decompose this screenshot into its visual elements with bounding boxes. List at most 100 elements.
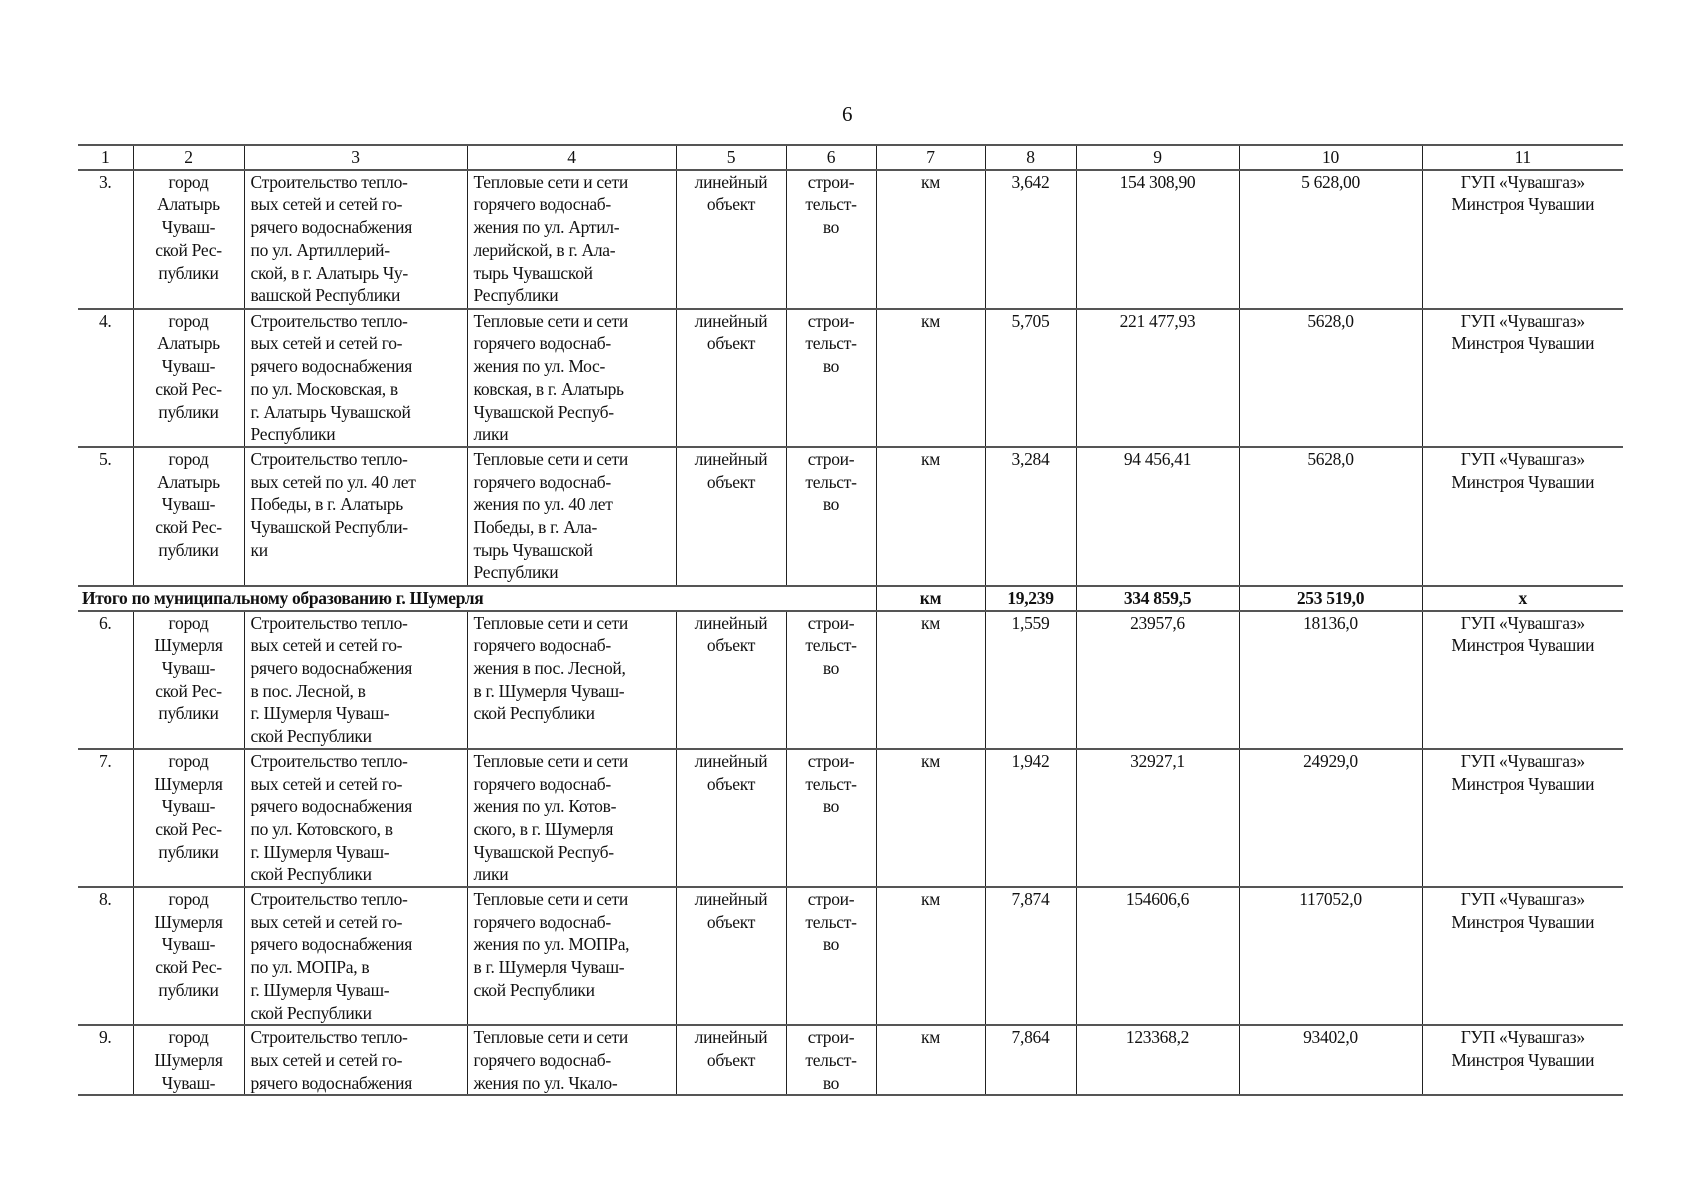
column-number-header: 2	[132, 144, 245, 171]
row-number: 4.	[78, 307, 134, 448]
cost-cell: 154 308,90	[1075, 168, 1240, 310]
cost-cell: 23957,6	[1075, 609, 1240, 750]
object-type-cell: линейный объект	[675, 609, 787, 750]
municipality-cell: город Шумерля Чуваш- ской Рес- публики	[132, 609, 245, 750]
project-name-cell: Строительство тепло- вых сетей по ул. 40…	[243, 445, 468, 587]
owner-cell: ГУП «Чувашгаз» Минстроя Чувашии	[1421, 886, 1623, 1027]
page-number: 6	[842, 102, 853, 126]
table-row: 7. город Шумерля Чуваш- ской Рес- публики…	[78, 747, 1623, 889]
cost-cell: 94 456,41	[1075, 445, 1240, 587]
length-cell: 7,874	[984, 886, 1077, 1027]
investment-projects-table: 1 2 3 4 5 6 7 8 9 10 11 3. город Алатырь Чуваш- ско…	[78, 144, 1623, 1097]
municipality-cell: город Шумерля Чуваш-	[132, 1024, 245, 1097]
object-name-cell: Тепловые сети и сети горячего водоснаб- …	[466, 307, 677, 448]
project-name-cell: Строительство тепло- вых сетей и сетей г…	[243, 886, 468, 1027]
project-name-cell: Строительство тепло- вых сетей и сетей г…	[243, 1024, 468, 1097]
work-type-cell: строи- тельст- во	[785, 747, 877, 889]
total-label: Итого по муниципальному образованию г. Ш…	[78, 584, 877, 612]
work-type-cell: строи- тельст- во	[785, 609, 877, 750]
unit-cell: км	[875, 747, 986, 889]
cost-cell: 123368,2	[1075, 1024, 1240, 1097]
column-number-header: 11	[1421, 144, 1623, 171]
work-type-cell: строи- тельст- во	[785, 445, 877, 587]
object-name-cell: Тепловые сети и сети горячего водоснаб- …	[466, 609, 677, 750]
column-number-header: 6	[785, 144, 877, 171]
total-length: 19,239	[984, 584, 1077, 612]
col10-cell: 117052,0	[1238, 886, 1423, 1027]
length-cell: 3,284	[984, 445, 1077, 587]
project-name-cell: Строительство тепло- вых сетей и сетей г…	[243, 747, 468, 889]
object-type-cell: линейный объект	[675, 886, 787, 1027]
unit-cell: км	[875, 609, 986, 750]
col10-cell: 5628,0	[1238, 445, 1423, 587]
unit-cell: км	[875, 445, 986, 587]
work-type-cell: строи- тельст- во	[785, 307, 877, 448]
owner-cell: ГУП «Чувашгаз» Минстроя Чувашии	[1421, 445, 1623, 587]
row-number: 3.	[78, 168, 134, 310]
table-row: 4. город Алатырь Чуваш- ской Рес- публики…	[78, 307, 1623, 448]
owner-cell: ГУП «Чувашгаз» Минстроя Чувашии	[1421, 1024, 1623, 1097]
unit-cell: км	[875, 307, 986, 448]
total-cost: 334 859,5	[1075, 584, 1240, 612]
column-number-header: 10	[1238, 144, 1423, 171]
owner-cell: ГУП «Чувашгаз» Минстроя Чувашии	[1421, 307, 1623, 448]
cost-cell: 221 477,93	[1075, 307, 1240, 448]
col10-cell: 5 628,00	[1238, 168, 1423, 310]
column-number-header-row: 1 2 3 4 5 6 7 8 9 10 11	[78, 144, 1623, 171]
length-cell: 1,942	[984, 747, 1077, 889]
cost-cell: 154606,6	[1075, 886, 1240, 1027]
unit-cell: км	[875, 886, 986, 1027]
municipality-cell: город Алатырь Чуваш- ской Рес- публики	[132, 445, 245, 587]
project-name-cell: Строительство тепло- вых сетей и сетей г…	[243, 168, 468, 310]
row-number: 8.	[78, 886, 134, 1027]
project-name-cell: Строительство тепло- вых сетей и сетей г…	[243, 307, 468, 448]
project-name-cell: Строительство тепло- вых сетей и сетей г…	[243, 609, 468, 750]
object-name-cell: Тепловые сети и сети горячего водоснаб- …	[466, 168, 677, 310]
object-type-cell: линейный объект	[675, 747, 787, 889]
table-row: 8. город Шумерля Чуваш- ской Рес- публики…	[78, 886, 1623, 1027]
length-cell: 3,642	[984, 168, 1077, 310]
municipality-cell: город Шумерля Чуваш- ской Рес- публики	[132, 747, 245, 889]
object-type-cell: линейный объект	[675, 168, 787, 310]
total-owner: х	[1421, 584, 1623, 612]
unit-cell: км	[875, 168, 986, 310]
object-name-cell: Тепловые сети и сети горячего водоснаб- …	[466, 747, 677, 889]
total-unit: км	[875, 584, 986, 612]
cost-cell: 32927,1	[1075, 747, 1240, 889]
municipality-cell: город Алатырь Чуваш- ской Рес- публики	[132, 307, 245, 448]
object-name-cell: Тепловые сети и сети горячего водоснаб- …	[466, 886, 677, 1027]
column-number-header: 1	[78, 144, 134, 171]
owner-cell: ГУП «Чувашгаз» Минстроя Чувашии	[1421, 747, 1623, 889]
owner-cell: ГУП «Чувашгаз» Минстроя Чувашии	[1421, 609, 1623, 750]
object-name-cell: Тепловые сети и сети горячего водоснаб- …	[466, 445, 677, 587]
col10-cell: 5628,0	[1238, 307, 1423, 448]
length-cell: 1,559	[984, 609, 1077, 750]
owner-cell: ГУП «Чувашгаз» Минстроя Чувашии	[1421, 168, 1623, 310]
row-number: 6.	[78, 609, 134, 750]
col10-cell: 18136,0	[1238, 609, 1423, 750]
total-row: Итого по муниципальному образованию г. Ш…	[78, 584, 1623, 612]
column-number-header: 9	[1075, 144, 1240, 171]
work-type-cell: строи- тельст- во	[785, 168, 877, 310]
municipality-cell: город Шумерля Чуваш- ской Рес- публики	[132, 886, 245, 1027]
object-type-cell: линейный объект	[675, 445, 787, 587]
row-number: 7.	[78, 747, 134, 889]
work-type-cell: строи- тельст- во	[785, 886, 877, 1027]
column-number-header: 3	[243, 144, 468, 171]
object-name-cell: Тепловые сети и сети горячего водоснаб- …	[466, 1024, 677, 1097]
table-row: 9. город Шумерля Чуваш- Строительство тепл…	[78, 1024, 1623, 1097]
total-col10: 253 519,0	[1238, 584, 1423, 612]
column-number-header: 7	[875, 144, 986, 171]
column-number-header: 4	[466, 144, 677, 171]
table-row: 5. город Алатырь Чуваш- ской Рес- публики…	[78, 445, 1623, 587]
table-row: 6. город Шумерля Чуваш- ской Рес- публики…	[78, 609, 1623, 750]
work-type-cell: строи- тельст- во	[785, 1024, 877, 1097]
column-number-header: 8	[984, 144, 1077, 171]
table-row: 3. город Алатырь Чуваш- ской Рес- публики…	[78, 168, 1623, 310]
object-type-cell: линейный объект	[675, 1024, 787, 1097]
object-type-cell: линейный объект	[675, 307, 787, 448]
municipality-cell: город Алатырь Чуваш- ской Рес- публики	[132, 168, 245, 310]
length-cell: 7,864	[984, 1024, 1077, 1097]
col10-cell: 24929,0	[1238, 747, 1423, 889]
row-number: 5.	[78, 445, 134, 587]
